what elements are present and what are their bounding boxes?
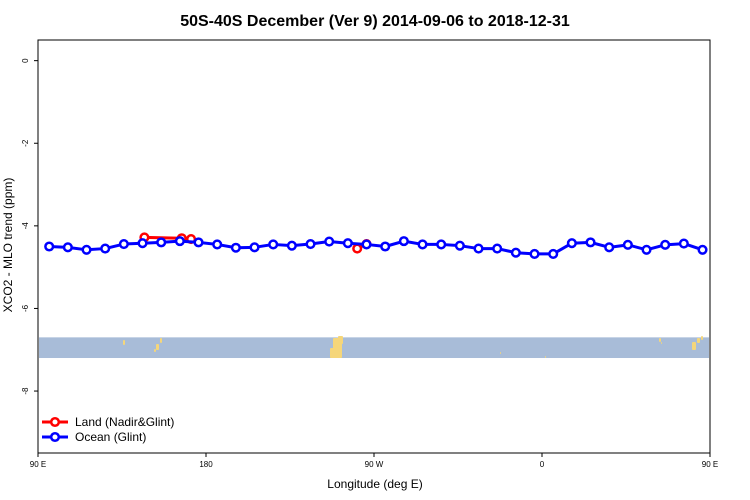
data-point xyxy=(193,237,204,248)
map-land xyxy=(156,344,159,350)
data-point xyxy=(342,238,353,249)
map-land xyxy=(659,338,661,342)
x-tick-label: 180 xyxy=(199,460,213,469)
data-point xyxy=(249,242,260,253)
y-axis-label: XCO2 - MLO trend (ppm) xyxy=(1,178,15,313)
data-point xyxy=(529,248,540,259)
y-axis: 0 -2 -4 -6 -8 xyxy=(21,58,38,395)
x-tick-label: 0 xyxy=(540,460,545,469)
data-point xyxy=(566,238,577,249)
data-point xyxy=(678,238,689,249)
y-tick-label: -2 xyxy=(21,139,30,147)
y-tick-label: -6 xyxy=(21,304,30,312)
data-point xyxy=(305,238,316,250)
data-point xyxy=(118,238,129,250)
y-tick-label: -8 xyxy=(21,387,30,395)
chart-title: 50S-40S December (Ver 9) 2014-09-06 to 2… xyxy=(180,13,570,30)
legend-swatch-marker xyxy=(49,431,61,443)
legend-label: Ocean (Glint) xyxy=(75,430,146,444)
map-land xyxy=(500,352,501,354)
data-point xyxy=(604,242,615,253)
map-land xyxy=(697,338,700,343)
data-point xyxy=(436,239,447,250)
data-point xyxy=(230,242,241,253)
map-land xyxy=(160,338,162,343)
data-point xyxy=(473,243,484,254)
map-land xyxy=(545,356,546,358)
data-point xyxy=(510,247,521,258)
map-land xyxy=(692,342,696,350)
data-point xyxy=(622,239,633,250)
data-point xyxy=(697,244,708,255)
data-point xyxy=(212,239,223,250)
x-axis: 90 E 180 90 W 0 90 E xyxy=(30,453,718,469)
x-axis-label: Longitude (deg E) xyxy=(327,477,422,491)
legend: Land (Nadir&Glint)Ocean (Glint) xyxy=(42,415,174,444)
data-point xyxy=(268,239,279,250)
map-land xyxy=(661,342,662,344)
map-land xyxy=(154,349,156,352)
data-point xyxy=(81,244,92,255)
data-point xyxy=(361,239,372,250)
series-layer xyxy=(44,232,708,259)
x-tick-label: 90 E xyxy=(702,460,718,469)
data-point xyxy=(137,238,148,249)
map-land xyxy=(123,340,125,345)
data-point xyxy=(398,236,409,247)
x-tick-label: 90 W xyxy=(365,460,384,469)
data-point xyxy=(352,243,363,254)
legend-item: Ocean (Glint) xyxy=(42,430,146,444)
legend-swatch-marker xyxy=(49,416,61,428)
data-point xyxy=(324,236,335,247)
map-ocean xyxy=(39,337,709,359)
data-point xyxy=(100,243,111,254)
data-point xyxy=(417,239,428,250)
data-point xyxy=(62,242,73,253)
x-tick-label: 90 E xyxy=(30,460,46,469)
y-tick-label: -4 xyxy=(21,222,30,230)
legend-label: Land (Nadir&Glint) xyxy=(75,415,174,429)
data-point xyxy=(44,241,55,252)
data-point xyxy=(174,236,185,247)
data-point xyxy=(286,240,297,251)
map-strip xyxy=(39,336,709,359)
map-land xyxy=(330,348,335,358)
data-point xyxy=(156,237,167,248)
data-point xyxy=(660,239,671,250)
series-1 xyxy=(44,236,708,259)
data-point xyxy=(454,240,465,251)
data-point xyxy=(380,241,391,252)
y-tick-label: 0 xyxy=(21,58,30,63)
data-point xyxy=(492,243,503,254)
map-land xyxy=(701,336,703,340)
map-land xyxy=(338,336,343,344)
data-point xyxy=(641,244,652,255)
data-point xyxy=(548,248,559,259)
data-point xyxy=(585,237,596,248)
legend-item: Land (Nadir&Glint) xyxy=(42,415,174,429)
